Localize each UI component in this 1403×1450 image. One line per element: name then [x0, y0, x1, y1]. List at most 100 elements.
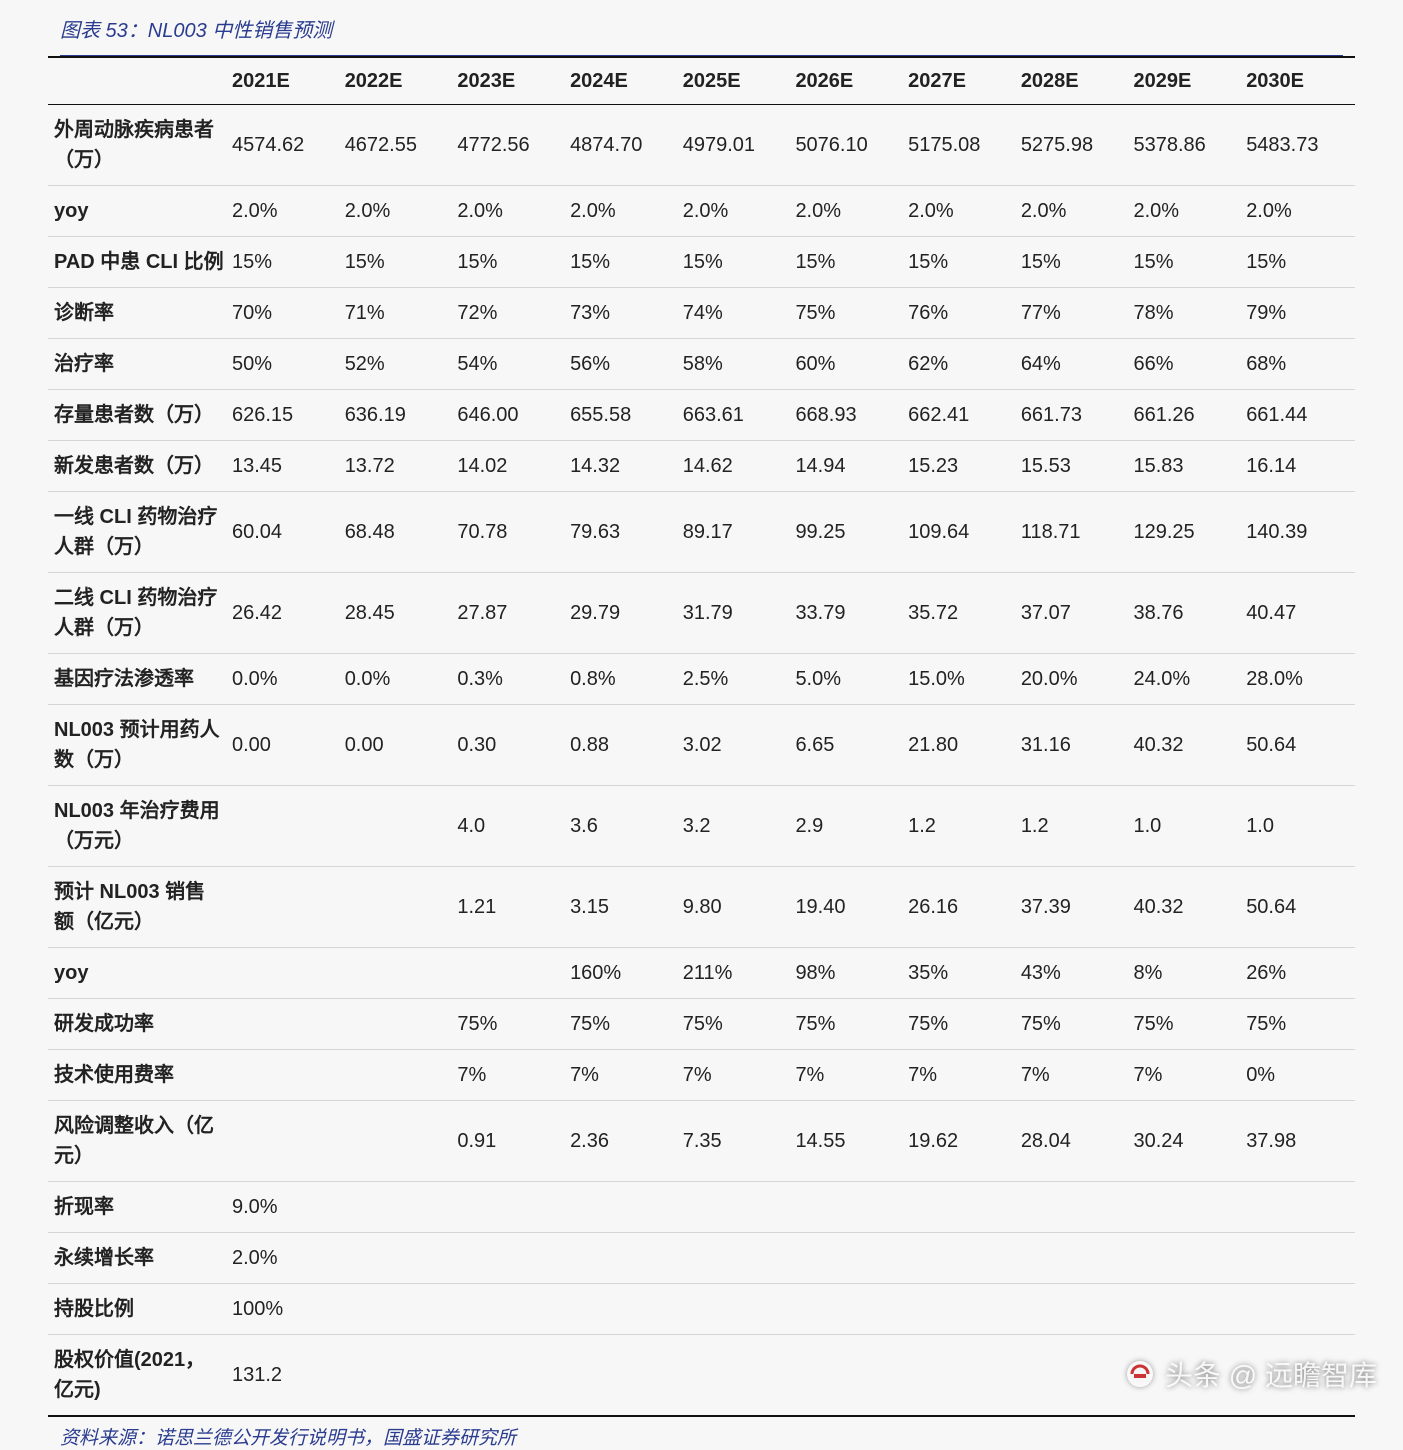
table-row: 存量患者数（万）626.15636.19646.00655.58663.6166… [48, 390, 1355, 441]
cell [1017, 1335, 1130, 1417]
cell: 4979.01 [679, 105, 792, 186]
cell [1130, 1182, 1243, 1233]
cell [791, 1182, 904, 1233]
cell: 50% [228, 339, 341, 390]
cell: 31.79 [679, 573, 792, 654]
cell: 52% [341, 339, 454, 390]
col-header: 2028E [1017, 57, 1130, 105]
cell: 15% [679, 237, 792, 288]
cell [679, 1335, 792, 1417]
cell: 1.0 [1130, 786, 1243, 867]
cell [341, 948, 454, 999]
figure-title-bar: 图表 53：NL003 中性销售预测 [0, 0, 1403, 56]
cell: 663.61 [679, 390, 792, 441]
cell: 19.40 [791, 867, 904, 948]
cell: 7% [791, 1050, 904, 1101]
cell: 27.87 [453, 573, 566, 654]
cell: 0.0% [341, 654, 454, 705]
cell [1130, 1233, 1243, 1284]
cell: 131.2 [228, 1335, 341, 1417]
cell [228, 1101, 341, 1182]
cell: 40.32 [1130, 867, 1243, 948]
cell [791, 1335, 904, 1417]
cell [228, 786, 341, 867]
table-row: 研发成功率75%75%75%75%75%75%75%75% [48, 999, 1355, 1050]
cell [566, 1233, 679, 1284]
cell: 60% [791, 339, 904, 390]
cell: 21.80 [904, 705, 1017, 786]
cell: 5076.10 [791, 105, 904, 186]
cell: 75% [1130, 999, 1243, 1050]
col-header: 2027E [904, 57, 1017, 105]
cell: 7% [453, 1050, 566, 1101]
cell: 661.73 [1017, 390, 1130, 441]
cell [791, 1233, 904, 1284]
table-row: 治疗率50%52%54%56%58%60%62%64%66%68% [48, 339, 1355, 390]
cell: 37.39 [1017, 867, 1130, 948]
cell [341, 867, 454, 948]
row-label: 折现率 [48, 1182, 228, 1233]
row-label: 二线 CLI 药物治疗人群（万） [48, 573, 228, 654]
row-label: 研发成功率 [48, 999, 228, 1050]
cell [453, 1182, 566, 1233]
table-row: 新发患者数（万）13.4513.7214.0214.3214.6214.9415… [48, 441, 1355, 492]
cell [341, 1335, 454, 1417]
table-header-row: 2021E 2022E 2023E 2024E 2025E 2026E 2027… [48, 57, 1355, 105]
row-label: 股权价值(2021，亿元) [48, 1335, 228, 1417]
cell: 54% [453, 339, 566, 390]
cell [341, 999, 454, 1050]
cell: 2.0% [904, 186, 1017, 237]
figure-source: 资料来源：诺思兰德公开发行说明书，国盛证券研究所 [0, 1417, 1403, 1450]
cell: 1.2 [1017, 786, 1130, 867]
cell: 75% [791, 288, 904, 339]
cell: 100% [228, 1284, 341, 1335]
cell: 43% [1017, 948, 1130, 999]
cell: 99.25 [791, 492, 904, 573]
cell: 15% [904, 237, 1017, 288]
table-row: yoy2.0%2.0%2.0%2.0%2.0%2.0%2.0%2.0%2.0%2… [48, 186, 1355, 237]
row-label: yoy [48, 948, 228, 999]
cell [566, 1284, 679, 1335]
cell: 76% [904, 288, 1017, 339]
cell: 98% [791, 948, 904, 999]
cell [453, 1284, 566, 1335]
cell: 60.04 [228, 492, 341, 573]
col-header: 2029E [1130, 57, 1243, 105]
cell [904, 1335, 1017, 1417]
cell [453, 948, 566, 999]
cell [1242, 1182, 1355, 1233]
cell [679, 1284, 792, 1335]
cell: 66% [1130, 339, 1243, 390]
cell: 28.0% [1242, 654, 1355, 705]
cell: 7% [1130, 1050, 1243, 1101]
row-label: 基因疗法渗透率 [48, 654, 228, 705]
row-label: 治疗率 [48, 339, 228, 390]
cell: 2.0% [228, 1233, 341, 1284]
row-label: NL003 年治疗费用（万元） [48, 786, 228, 867]
cell: 5483.73 [1242, 105, 1355, 186]
row-label: 持股比例 [48, 1284, 228, 1335]
cell: 75% [679, 999, 792, 1050]
cell: 58% [679, 339, 792, 390]
cell: 2.0% [679, 186, 792, 237]
cell: 78% [1130, 288, 1243, 339]
cell: 62% [904, 339, 1017, 390]
cell [341, 1284, 454, 1335]
table-row: 基因疗法渗透率0.0%0.0%0.3%0.8%2.5%5.0%15.0%20.0… [48, 654, 1355, 705]
row-label: PAD 中患 CLI 比例 [48, 237, 228, 288]
cell: 1.2 [904, 786, 1017, 867]
cell: 77% [1017, 288, 1130, 339]
cell: 1.0 [1242, 786, 1355, 867]
cell [679, 1182, 792, 1233]
table-row: 永续增长率2.0% [48, 1233, 1355, 1284]
cell [566, 1335, 679, 1417]
cell: 109.64 [904, 492, 1017, 573]
row-label: 诊断率 [48, 288, 228, 339]
row-label: 风险调整收入（亿元） [48, 1101, 228, 1182]
col-header: 2026E [791, 57, 904, 105]
cell [341, 1233, 454, 1284]
page-container: 图表 53：NL003 中性销售预测 2021E 2022E 2023E 202… [0, 0, 1403, 1450]
cell: 73% [566, 288, 679, 339]
cell: 24.0% [1130, 654, 1243, 705]
cell: 74% [679, 288, 792, 339]
